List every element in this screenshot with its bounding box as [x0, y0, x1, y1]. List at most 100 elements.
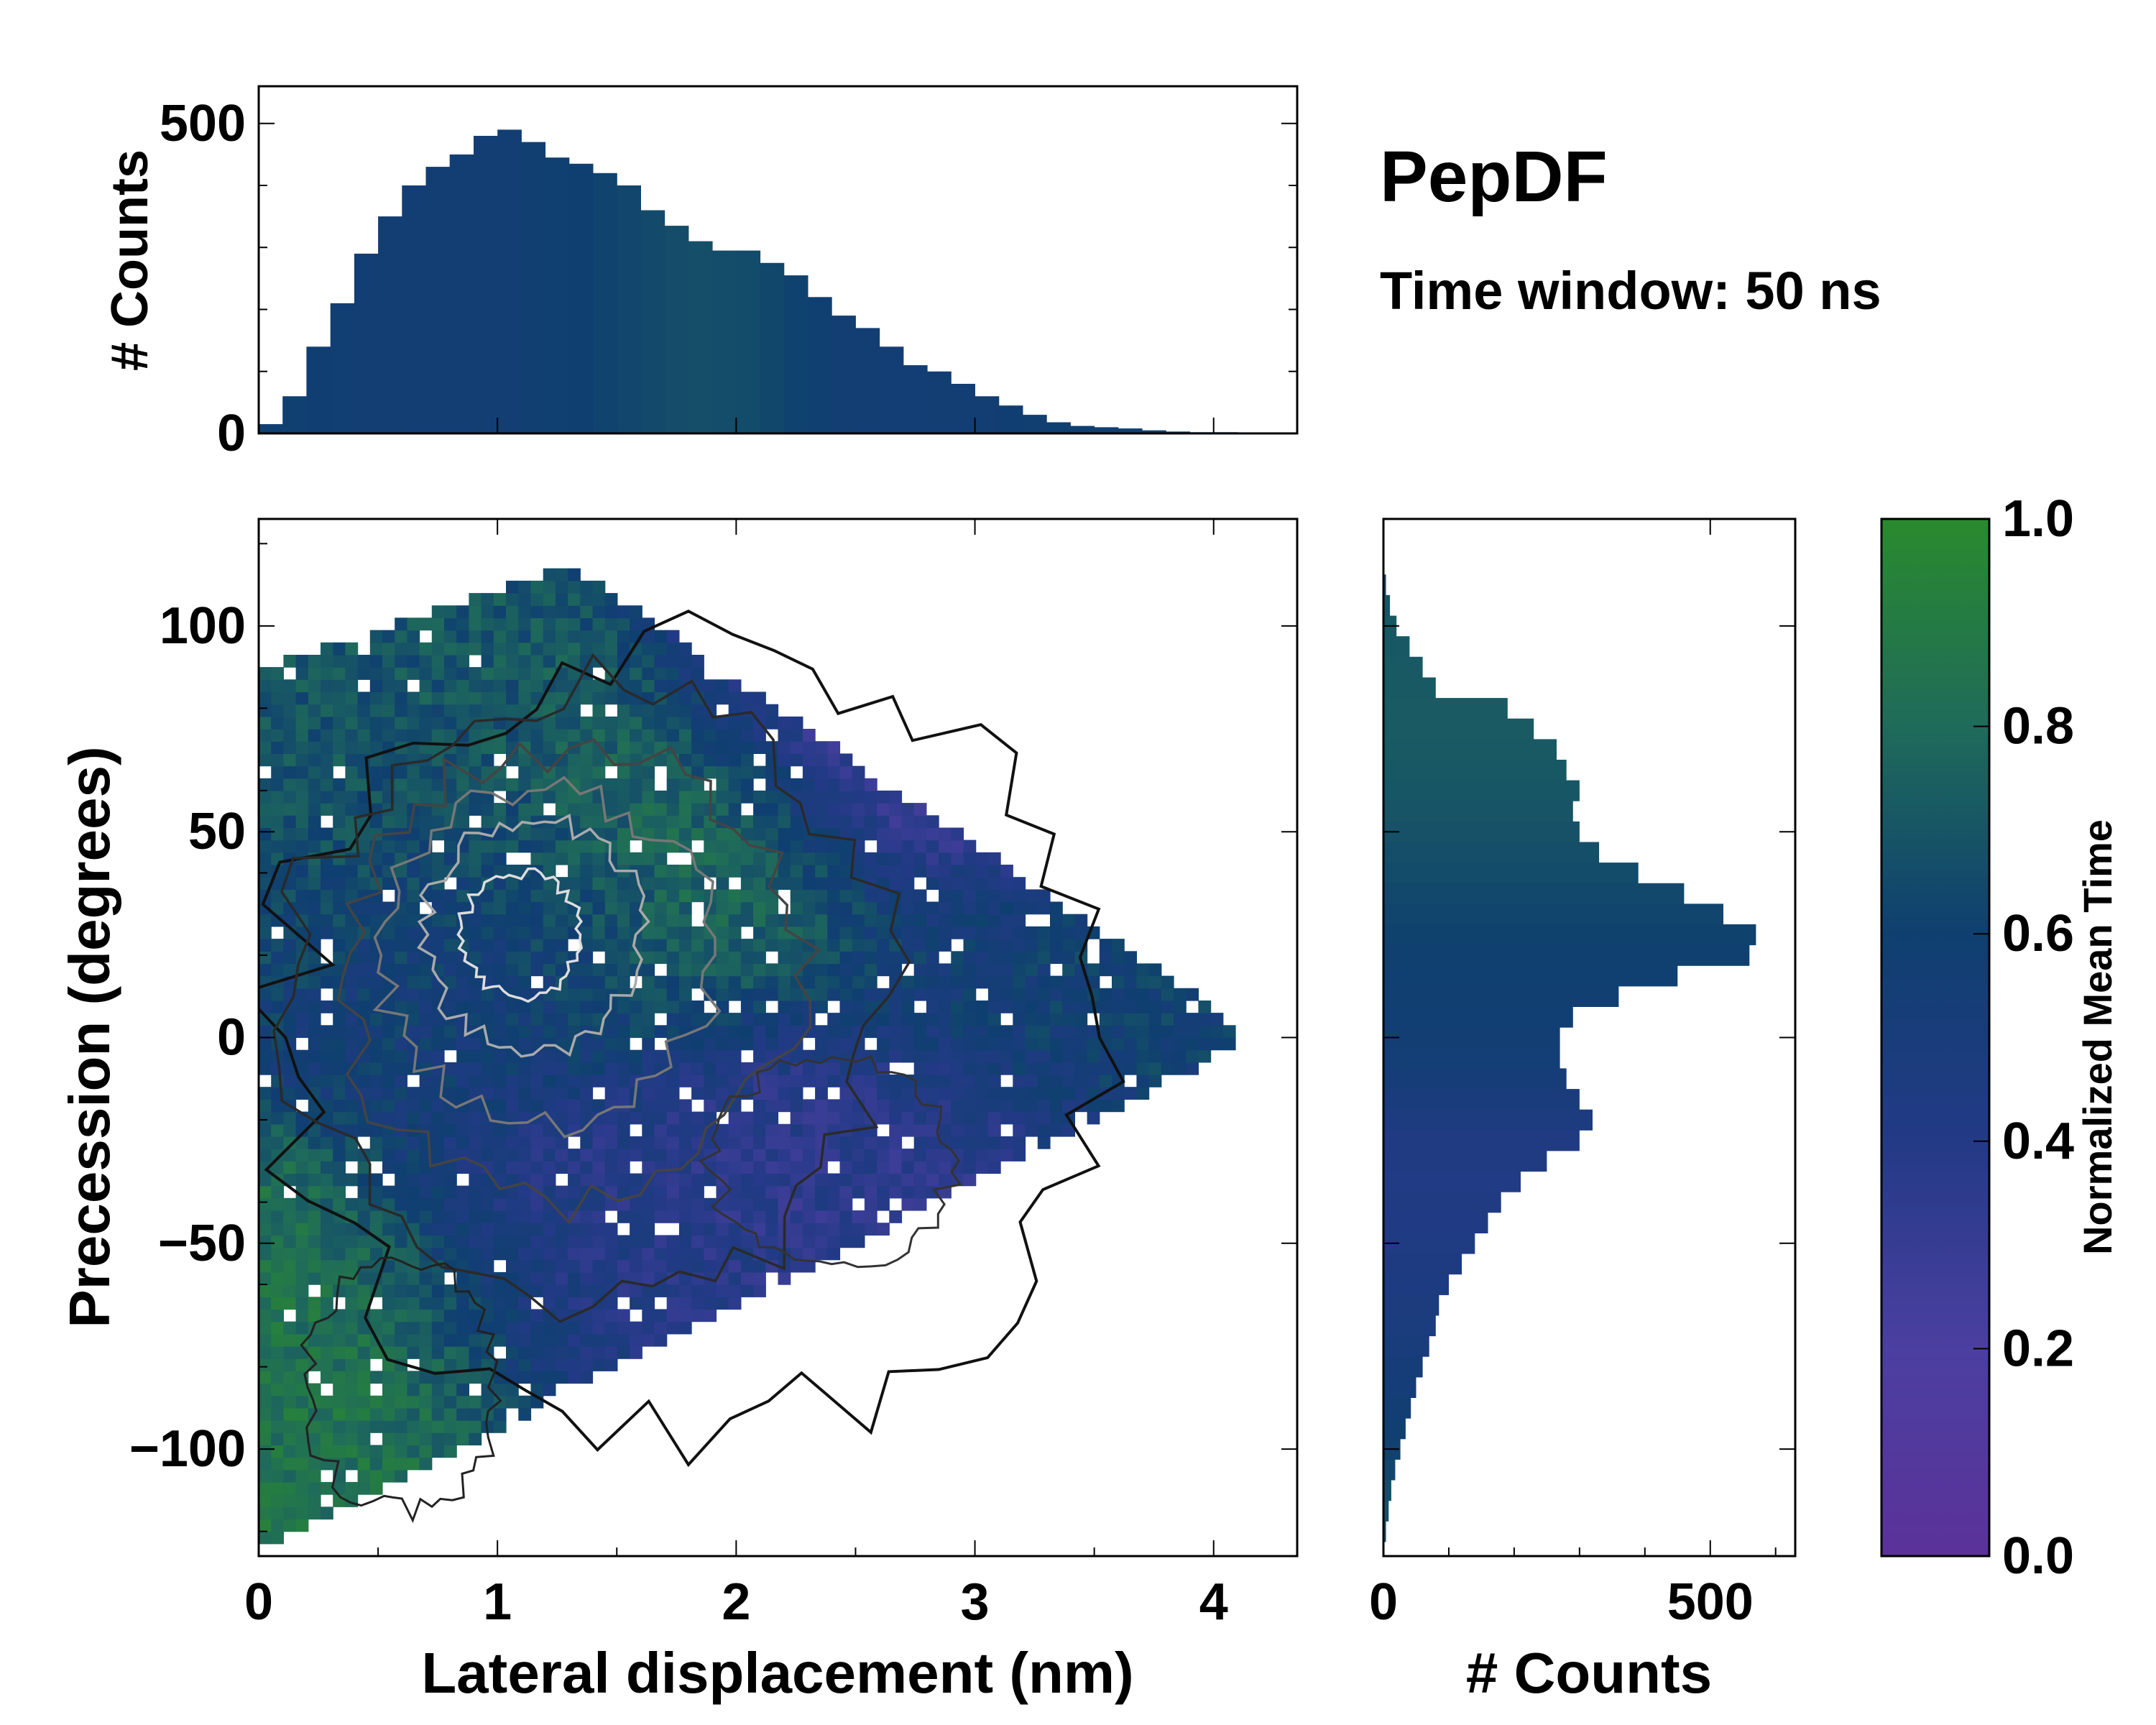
heatmap-cell	[555, 939, 568, 952]
heatmap-cell	[333, 1395, 346, 1409]
histogram-bar	[1383, 1212, 1488, 1233]
heatmap-cell	[469, 593, 482, 606]
heatmap-cell	[469, 1062, 482, 1075]
heatmap-cell	[295, 1049, 309, 1063]
heatmap-cell	[321, 926, 333, 939]
heatmap-cell	[506, 1235, 519, 1248]
heatmap-cell	[271, 1259, 284, 1273]
heatmap-cell	[765, 1235, 779, 1248]
heatmap-cell	[753, 1259, 766, 1273]
heatmap-cell	[555, 1149, 568, 1162]
heatmap-cell	[740, 704, 754, 717]
heatmap-cell	[592, 926, 606, 939]
heatmap-cell	[295, 827, 309, 841]
heatmap-cell	[530, 1197, 544, 1211]
heatmap-cell	[790, 1223, 803, 1236]
heatmap-cell	[740, 975, 754, 989]
heatmap-cell	[1112, 1013, 1125, 1026]
heatmap-cell	[753, 1223, 766, 1236]
heatmap-cell	[1050, 1013, 1063, 1026]
heatmap-cell	[283, 1395, 297, 1409]
heatmap-cell	[283, 1519, 297, 1532]
colorbar-label: Normalized Mean Time	[2075, 819, 2120, 1255]
heatmap-cell	[666, 865, 680, 878]
heatmap-cell	[877, 1136, 890, 1149]
heatmap-cell	[518, 963, 532, 977]
heatmap-cell	[456, 753, 469, 767]
heatmap-cell	[678, 1173, 692, 1187]
heatmap-cell	[518, 704, 532, 717]
heatmap-cell	[530, 815, 544, 829]
heatmap-cell	[506, 1161, 519, 1174]
heatmap-cell	[568, 1062, 581, 1075]
heatmap-cell	[506, 1297, 519, 1310]
heatmap-cell	[852, 1173, 865, 1187]
heatmap-cell	[1087, 975, 1100, 989]
heatmap-cell	[740, 951, 754, 965]
heatmap-cell	[815, 1062, 828, 1075]
heatmap-cell	[642, 679, 655, 693]
heatmap-cell	[444, 1123, 457, 1137]
heatmap-cell	[691, 1161, 704, 1174]
heatmap-cell	[506, 1259, 519, 1273]
heatmap-cell	[543, 1321, 556, 1335]
heatmap-cell	[1062, 1049, 1075, 1063]
heatmap-cell	[1062, 1000, 1075, 1013]
heatmap-cell	[555, 593, 568, 606]
heatmap-cell	[543, 753, 556, 767]
heatmap-cell	[704, 1309, 717, 1322]
heatmap-cell	[790, 1111, 803, 1125]
heatmap-cell	[691, 765, 704, 779]
heatmap-cell	[1124, 975, 1137, 989]
heatmap-cell	[939, 1025, 952, 1039]
heatmap-cell	[592, 889, 606, 903]
heatmap-cell	[308, 679, 321, 693]
heatmap-cell	[506, 1013, 519, 1026]
heatmap-cell	[666, 704, 680, 717]
heatmap-cell	[666, 1271, 680, 1285]
heatmap-cell	[654, 1284, 668, 1297]
heatmap-cell	[790, 803, 803, 816]
heatmap-cell	[678, 975, 692, 989]
histogram-bar	[1383, 944, 1750, 966]
heatmap-cell	[283, 1259, 297, 1273]
heatmap-cell	[691, 1013, 704, 1026]
heatmap-cell	[481, 617, 494, 631]
heatmap-cell	[333, 951, 346, 965]
heatmap-cell	[778, 1087, 791, 1100]
heatmap-cell	[951, 1123, 964, 1137]
heatmap-cell	[543, 642, 556, 656]
heatmap-cell	[864, 1149, 877, 1162]
heatmap-cell	[963, 901, 977, 915]
heatmap-cell	[308, 914, 321, 927]
heatmap-cell	[617, 1185, 630, 1199]
heatmap-cell	[555, 1247, 568, 1261]
heatmap-cell	[568, 988, 581, 1001]
heatmap-cell	[369, 691, 383, 705]
heatmap-cell	[604, 716, 618, 730]
heatmap-cell	[321, 1346, 333, 1359]
heatmap-cell	[333, 865, 346, 878]
heatmap-cell	[617, 729, 630, 742]
heatmap-cell	[271, 1223, 284, 1236]
heatmap-cell	[259, 1297, 272, 1310]
heatmap-cell	[382, 1309, 395, 1322]
heatmap-cell	[926, 1025, 939, 1039]
heatmap-cell	[431, 1149, 445, 1162]
heatmap-cell	[295, 803, 309, 816]
heatmap-cell	[666, 827, 680, 841]
heatmap-cell	[283, 1420, 297, 1433]
heatmap-cell	[530, 679, 544, 693]
heatmap-cell	[259, 1506, 272, 1520]
heatmap-cell	[753, 1049, 766, 1063]
heatmap-cell	[827, 753, 841, 767]
heatmap-cell	[271, 765, 284, 779]
heatmap-cell	[568, 1321, 581, 1335]
heatmap-cell	[321, 865, 333, 878]
heatmap-cell	[1013, 1136, 1026, 1149]
heatmap-cell	[580, 679, 594, 693]
heatmap-cell	[407, 1420, 420, 1433]
heatmap-cell	[444, 765, 457, 779]
heatmap-cell	[407, 1457, 420, 1471]
heatmap-cell	[295, 815, 309, 829]
